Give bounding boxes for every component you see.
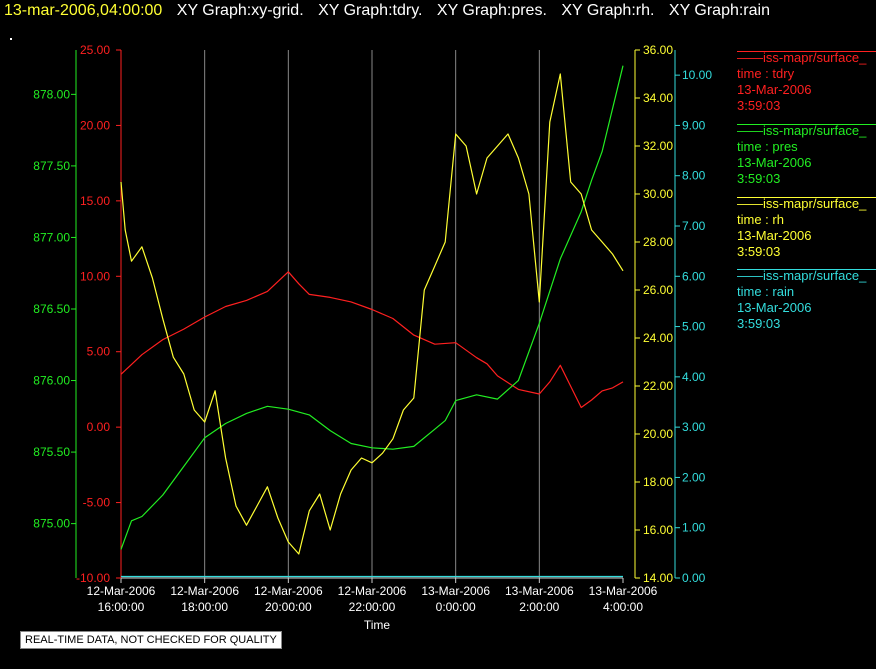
title-bar: 13-mar-2006,04:00:00 XY Graph:xy-grid. X… bbox=[4, 2, 876, 24]
legend-var: time : rain bbox=[737, 284, 795, 299]
chart-axes: 12-Mar-2006 16:00:00 12-Mar-2006 18:00:00 12… bbox=[33, 43, 712, 614]
x-tick-label-date: 12-Mar-2006 bbox=[254, 584, 323, 598]
stray-dot bbox=[10, 38, 12, 40]
x-tick-label-time: 22:00:00 bbox=[349, 600, 396, 614]
graph-title-pres: XY Graph:pres. bbox=[436, 2, 547, 19]
rh-tick-label: 26.00 bbox=[643, 283, 673, 297]
legend-name: ——iss-mapr/surface_ bbox=[737, 268, 867, 283]
x-tick-label-date: 13-Mar-2006 bbox=[505, 584, 574, 598]
rh-tick-label: 28.00 bbox=[643, 235, 673, 249]
grid-lines bbox=[204, 50, 540, 578]
x-tick-label-time: 2:00:00 bbox=[519, 600, 559, 614]
rain-tick-label: 0.00 bbox=[682, 571, 706, 585]
timestamp-label: 13-mar-2006,04:00:00 bbox=[4, 2, 163, 19]
tdry-tick-label: -10.00 bbox=[76, 571, 110, 585]
tdry-tick-label: 10.00 bbox=[80, 269, 110, 283]
graph-title-xy-grid: XY Graph:xy-grid. bbox=[176, 2, 304, 19]
legend-date: 13-Mar-2006 bbox=[737, 155, 812, 170]
x-axis-label: Time bbox=[364, 618, 391, 632]
pres-tick-label: 876.50 bbox=[33, 302, 70, 316]
quality-warning: REAL-TIME DATA, NOT CHECKED FOR QUALITY bbox=[20, 631, 282, 649]
x-tick-label-time: 16:00:00 bbox=[98, 600, 145, 614]
rh-tick-label: 36.00 bbox=[643, 43, 673, 57]
legend-var: time : rh bbox=[737, 212, 784, 227]
x-tick-label-time: 18:00:00 bbox=[181, 600, 228, 614]
legend-separator bbox=[737, 269, 876, 270]
legend-date: 13-Mar-2006 bbox=[737, 82, 812, 97]
pres-tick-label: 876.00 bbox=[33, 374, 70, 388]
legend-name: ——iss-mapr/surface_ bbox=[737, 196, 867, 211]
rain-tick-label: 8.00 bbox=[682, 169, 706, 183]
tdry-tick-label: -5.00 bbox=[83, 496, 111, 510]
legend-separator bbox=[737, 124, 876, 125]
rain-tick-label: 6.00 bbox=[682, 269, 706, 283]
legend-rh[interactable]: ——iss-mapr/surface_ time : rh 13-Mar-200… bbox=[737, 196, 876, 260]
legend-time: 3:59:03 bbox=[737, 244, 781, 259]
x-tick-label-date: 12-Mar-2006 bbox=[338, 584, 407, 598]
tdry-tick-label: 20.00 bbox=[80, 118, 110, 132]
x-tick-label-date: 12-Mar-2006 bbox=[170, 584, 239, 598]
rh-tick-label: 34.00 bbox=[643, 91, 673, 105]
x-tick-label-date: 12-Mar-2006 bbox=[87, 584, 156, 598]
rain-tick-label: 7.00 bbox=[682, 219, 706, 233]
rain-tick-label: 4.00 bbox=[682, 370, 706, 384]
legend-var: time : pres bbox=[737, 139, 798, 154]
legend-var: time : tdry bbox=[737, 66, 795, 81]
x-tick-label-date: 13-Mar-2006 bbox=[589, 584, 658, 598]
pres-tick-label: 877.50 bbox=[33, 159, 70, 173]
rain-tick-label: 9.00 bbox=[682, 118, 706, 132]
pres-tick-label: 875.00 bbox=[33, 517, 70, 531]
tdry-tick-label: 25.00 bbox=[80, 43, 110, 57]
tdry-tick-label: 5.00 bbox=[87, 345, 111, 359]
legend-name: ——iss-mapr/surface_ bbox=[737, 50, 867, 65]
x-tick-label-time: 4:00:00 bbox=[603, 600, 643, 614]
legend-time: 3:59:03 bbox=[737, 171, 781, 186]
legend-separator bbox=[737, 51, 876, 52]
rh-tick-label: 14.00 bbox=[643, 571, 673, 585]
graph-title-rh: XY Graph:rh. bbox=[561, 2, 655, 19]
legend-time: 3:59:03 bbox=[737, 98, 781, 113]
rh-tick-label: 30.00 bbox=[643, 187, 673, 201]
legend-date: 13-Mar-2006 bbox=[737, 228, 812, 243]
pres-tick-label: 878.00 bbox=[33, 87, 70, 101]
legend-tdry[interactable]: ——iss-mapr/surface_ time : tdry 13-Mar-2… bbox=[737, 50, 876, 114]
pres-tick-label: 877.00 bbox=[33, 230, 70, 244]
legend-time: 3:59:03 bbox=[737, 316, 781, 331]
legend-name: ——iss-mapr/surface_ bbox=[737, 123, 867, 138]
legend-rain[interactable]: ——iss-mapr/surface_ time : rain 13-Mar-2… bbox=[737, 268, 876, 332]
legend-date: 13-Mar-2006 bbox=[737, 300, 812, 315]
tdry-tick-label: 15.00 bbox=[80, 194, 110, 208]
tdry-tick-label: 0.00 bbox=[87, 420, 111, 434]
chart-series bbox=[120, 65, 624, 578]
x-tick-label-date: 13-Mar-2006 bbox=[421, 584, 490, 598]
graph-title-tdry: XY Graph:tdry. bbox=[318, 2, 423, 19]
rain-tick-label: 10.00 bbox=[682, 68, 712, 82]
rain-tick-label: 1.00 bbox=[682, 521, 706, 535]
series-line-rh bbox=[120, 73, 624, 555]
rain-tick-label: 2.00 bbox=[682, 470, 706, 484]
rh-tick-label: 18.00 bbox=[643, 475, 673, 489]
rh-tick-label: 24.00 bbox=[643, 331, 673, 345]
x-tick-label-time: 20:00:00 bbox=[265, 600, 312, 614]
x-tick-label-time: 0:00:00 bbox=[436, 600, 476, 614]
graph-title-rain: XY Graph:rain bbox=[668, 2, 770, 19]
series-line-pres bbox=[120, 65, 624, 550]
series-line-tdry bbox=[120, 271, 624, 409]
pres-tick-label: 875.50 bbox=[33, 445, 70, 459]
rain-tick-label: 5.00 bbox=[682, 320, 706, 334]
rh-tick-label: 22.00 bbox=[643, 379, 673, 393]
legend-separator bbox=[737, 197, 876, 198]
rain-tick-label: 3.00 bbox=[682, 420, 706, 434]
rh-tick-label: 20.00 bbox=[643, 427, 673, 441]
rh-tick-label: 32.00 bbox=[643, 139, 673, 153]
legend-pres[interactable]: ——iss-mapr/surface_ time : pres 13-Mar-2… bbox=[737, 123, 876, 187]
rh-tick-label: 16.00 bbox=[643, 523, 673, 537]
